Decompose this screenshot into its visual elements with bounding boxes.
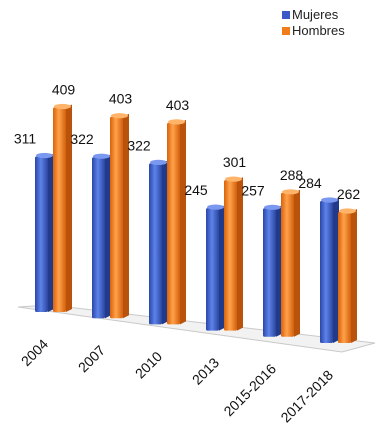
- bar-hombres-2017-2018: [338, 212, 351, 343]
- value-label-hombres-2004: 409: [52, 82, 76, 98]
- bar-hombres-2004: [53, 107, 66, 312]
- bar-mujeres-2007: [92, 157, 105, 319]
- bar-hombres-2010: [167, 122, 180, 325]
- bar-mujeres-2013: [206, 208, 219, 331]
- bar-top-mujeres-2007: [93, 153, 110, 159]
- bar-top-mujeres-2015-2016: [264, 204, 281, 210]
- value-label-hombres-2010: 403: [166, 97, 190, 113]
- bar-side-mujeres-2017-2018: [333, 198, 339, 343]
- bar-side-hombres-2017-2018: [351, 209, 357, 343]
- value-label-mujeres-2007: 322: [70, 131, 94, 147]
- bar-side-mujeres-2013: [219, 205, 225, 331]
- bar-mujeres-2017-2018: [320, 201, 333, 343]
- bar-top-mujeres-2004: [36, 152, 53, 159]
- bar-side-mujeres-2010: [162, 160, 168, 325]
- bar-top-hombres-2017-2018: [339, 208, 356, 214]
- legend: Mujeres Hombres: [282, 7, 345, 38]
- bar-top-mujeres-2013: [207, 204, 224, 210]
- bar-mujeres-2004: [35, 156, 48, 312]
- bar-mujeres-2015-2016: [263, 208, 276, 337]
- bar-hombres-2007: [110, 116, 123, 319]
- category-label-2004: 2004: [18, 336, 51, 369]
- bar-mujeres-2010: [149, 163, 162, 325]
- category-label-2007: 2007: [75, 342, 108, 375]
- value-label-hombres-2017-2018: 262: [337, 186, 361, 202]
- bar-side-hombres-2004: [66, 104, 72, 312]
- value-label-mujeres-2013: 245: [184, 182, 208, 198]
- category-label-2017-2018: 2017-2018: [277, 367, 336, 426]
- legend-label-hombres: Hombres: [292, 23, 345, 38]
- bar-top-hombres-2010: [168, 119, 185, 125]
- value-label-hombres-2015-2016: 288: [280, 167, 304, 183]
- bar-top-hombres-2007: [111, 113, 128, 119]
- bar-top-hombres-2004: [54, 103, 71, 110]
- bar-side-hombres-2015-2016: [294, 189, 300, 337]
- bar-side-hombres-2010: [180, 119, 186, 325]
- value-label-mujeres-2015-2016: 257: [241, 182, 265, 198]
- value-label-hombres-2007: 403: [109, 91, 133, 107]
- value-label-mujeres-2010: 322: [127, 137, 151, 153]
- category-label-2013: 2013: [189, 354, 222, 387]
- bar-side-mujeres-2007: [105, 154, 111, 319]
- bar-side-mujeres-2004: [48, 153, 54, 312]
- bar-top-hombres-2015-2016: [282, 189, 299, 195]
- bar-hombres-2015-2016: [281, 192, 294, 337]
- bar-side-hombres-2007: [123, 113, 129, 319]
- legend-swatch-hombres: [282, 27, 290, 35]
- bar-top-mujeres-2010: [150, 159, 167, 165]
- value-label-hombres-2013: 301: [223, 154, 247, 170]
- value-label-mujeres-2017-2018: 284: [298, 175, 322, 191]
- legend-swatch-mujeres: [282, 11, 290, 19]
- bar-side-hombres-2013: [237, 177, 243, 331]
- value-label-mujeres-2004: 311: [14, 131, 37, 147]
- bar-side-mujeres-2015-2016: [276, 205, 282, 337]
- legend-label-mujeres: Mujeres: [292, 7, 339, 22]
- bar-top-hombres-2013: [225, 176, 242, 182]
- category-label-2015-2016: 2015-2016: [220, 360, 279, 419]
- category-label-2010: 2010: [132, 348, 165, 381]
- bar-top-mujeres-2017-2018: [321, 197, 338, 203]
- bar-hombres-2013: [224, 180, 237, 331]
